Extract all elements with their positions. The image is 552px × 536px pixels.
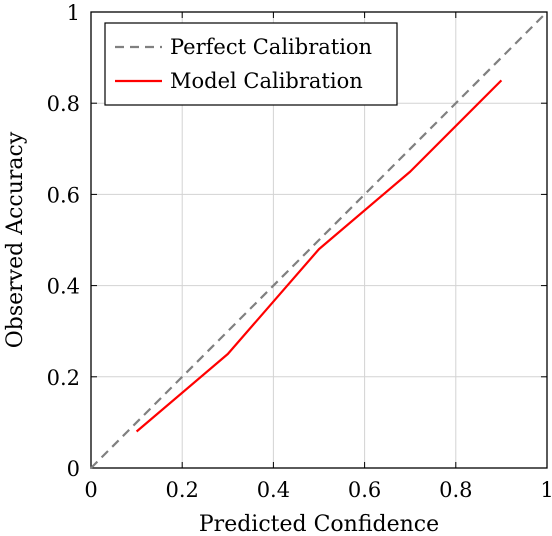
y-tick-label: 1 (67, 1, 80, 25)
y-tick-label: 0 (67, 457, 80, 481)
y-tick-label: 0.6 (47, 183, 80, 207)
tick-labels: 0 0.2 0.4 0.6 0.8 1 0 0.2 0.4 0.6 0.8 1 (47, 1, 552, 502)
plot-area-frame (90, 11, 548, 469)
x-tick-label: 0 (84, 478, 97, 502)
y-tick-label: 0.4 (47, 275, 80, 299)
y-tick-label: 0.2 (47, 366, 80, 390)
x-tick-label: 1 (540, 478, 552, 502)
series-line-model-calibration (135, 79, 503, 433)
x-tick-label: 0.8 (439, 478, 472, 502)
x-tick-label: 0.2 (165, 478, 198, 502)
legend-label-model-calibration: Model Calibration (170, 69, 363, 93)
legend-box (104, 22, 398, 106)
x-axis-label: Predicted Confidence (199, 512, 439, 536)
y-axis-label: Observed Accuracy (3, 131, 28, 348)
x-tick-label: 0.4 (257, 478, 290, 502)
series-line-perfect-calibration (90, 11, 548, 469)
x-tick-label: 0.6 (348, 478, 381, 502)
legend: Perfect Calibration Model Calibration (104, 22, 398, 106)
series-group (90, 11, 548, 469)
legend-label-perfect-calibration: Perfect Calibration (170, 35, 372, 59)
y-tick-label: 0.8 (47, 92, 80, 116)
